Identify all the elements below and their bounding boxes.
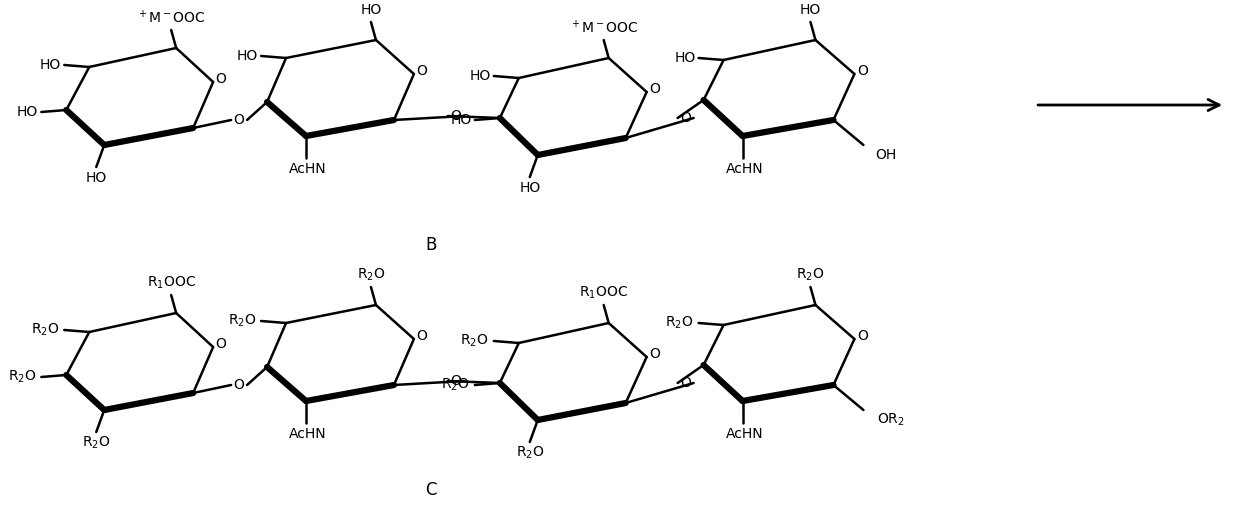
Text: HO: HO (800, 3, 821, 17)
Text: O: O (216, 72, 227, 86)
Text: HO: HO (519, 181, 540, 195)
Text: R$_2$O: R$_2$O (515, 445, 544, 461)
Text: AcHN: AcHN (289, 427, 327, 441)
Text: O: O (857, 329, 867, 343)
Text: HO: HO (361, 3, 382, 17)
Text: O: O (234, 378, 244, 392)
Text: O: O (416, 64, 427, 78)
Text: HO: HO (470, 69, 491, 83)
Text: R$_2$O: R$_2$O (797, 267, 825, 283)
Text: HO: HO (451, 113, 472, 127)
Text: R$_2$O: R$_2$O (82, 435, 110, 451)
Text: O: O (649, 347, 660, 361)
Text: C: C (425, 481, 436, 499)
Text: R$_1$OOC: R$_1$OOC (146, 275, 196, 291)
Text: R$_2$O: R$_2$O (665, 315, 694, 331)
Text: HO: HO (40, 58, 61, 72)
Text: R$_2$O: R$_2$O (441, 377, 470, 393)
Text: AcHN: AcHN (726, 162, 763, 176)
Text: O: O (680, 111, 691, 125)
Text: O: O (216, 337, 227, 351)
Text: O: O (451, 374, 461, 388)
Text: $^+$M$^-$OOC: $^+$M$^-$OOC (569, 19, 638, 37)
Text: OR$_2$: OR$_2$ (877, 412, 906, 428)
Text: R$_2$O: R$_2$O (31, 322, 59, 338)
Text: HO: HO (17, 105, 38, 119)
Text: R$_2$O: R$_2$O (228, 313, 256, 329)
Text: O: O (416, 329, 427, 343)
Text: O: O (649, 82, 660, 96)
Text: HO: HO (674, 51, 695, 65)
Text: B: B (425, 236, 436, 254)
Text: AcHN: AcHN (726, 427, 763, 441)
Text: O: O (680, 376, 691, 390)
Text: $^+$M$^-$OOC: $^+$M$^-$OOC (136, 9, 206, 26)
Text: O: O (857, 64, 867, 78)
Text: HO: HO (85, 171, 107, 185)
Text: OH: OH (876, 148, 897, 162)
Text: O: O (451, 109, 461, 123)
Text: R$_2$O: R$_2$O (357, 267, 385, 283)
Text: HO: HO (237, 49, 258, 63)
Text: O: O (234, 113, 244, 127)
Text: R$_1$OOC: R$_1$OOC (579, 285, 628, 301)
Text: R$_2$O: R$_2$O (7, 369, 36, 385)
Text: R$_2$O: R$_2$O (461, 333, 489, 349)
Text: AcHN: AcHN (289, 162, 327, 176)
